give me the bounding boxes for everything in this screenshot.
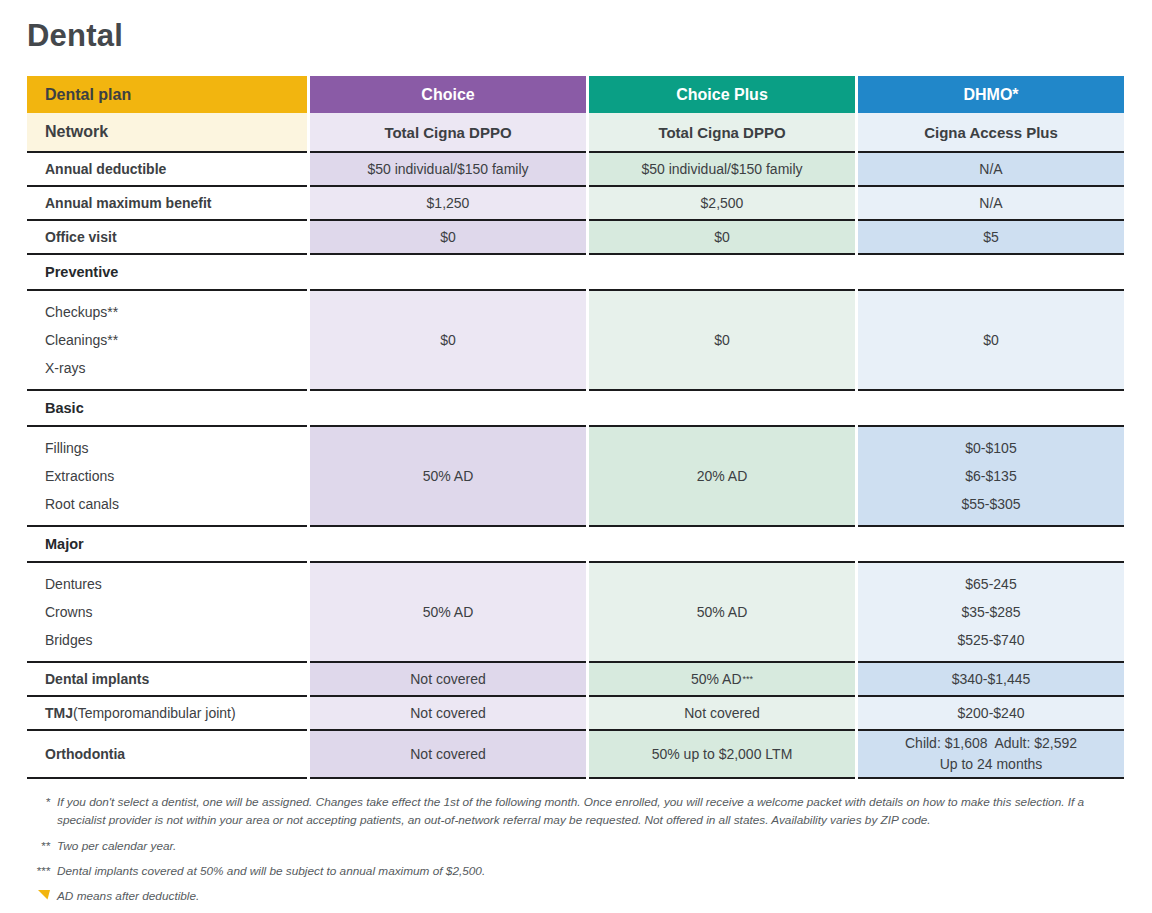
preventive-section-spacer-choice: [310, 253, 586, 289]
major-section-title: Major: [27, 525, 307, 561]
major-dhmo-crowns-range: $35-$285: [961, 604, 1020, 620]
tmj-dhmo-value: $200-$240: [858, 695, 1124, 729]
tmj-choice-plus-value: Not covered: [589, 695, 855, 729]
basic-dhmo-root-canals-range: $55-$305: [961, 496, 1020, 512]
annual-maximum-choice-plus-value: $2,500: [589, 185, 855, 219]
ad-triangle-icon: [27, 887, 57, 905]
annual-maximum-choice-value: $1,250: [310, 185, 586, 219]
dental-implants-choice-value: Not covered: [310, 661, 586, 695]
basic-section-title: Basic: [27, 389, 307, 425]
basic-section-spacer-choice-plus: [589, 389, 855, 425]
basic-items: Fillings Extractions Root canals: [27, 425, 307, 525]
footnote-text: Dental implants covered at 50% and will …: [57, 862, 1092, 880]
basic-dhmo-values: $0-$105 $6-$135 $55-$305: [858, 425, 1124, 525]
footnote-ad-definition: AD means after deductible.: [27, 887, 1107, 905]
major-section-spacer-dhmo: [858, 525, 1124, 561]
footnote-marker-single-asterisk: *: [27, 793, 57, 811]
tmj-label: TMJ (Temporomandibular joint): [27, 695, 307, 729]
dental-implants-label: Dental implants: [27, 661, 307, 695]
footnote-implants-max: *** Dental implants covered at 50% and w…: [27, 862, 1107, 880]
preventive-choice-value: $0: [310, 289, 586, 389]
header-choice: Choice: [310, 76, 586, 113]
footnote-text: Two per calendar year.: [57, 837, 1092, 855]
basic-dhmo-extractions-range: $6-$135: [965, 468, 1016, 484]
major-choice-value: 50% AD: [310, 561, 586, 661]
preventive-item-xrays: X-rays: [45, 360, 85, 376]
major-item-dentures: Dentures: [45, 576, 102, 592]
basic-item-root-canals: Root canals: [45, 496, 119, 512]
preventive-item-cleanings: Cleanings**: [45, 332, 118, 348]
dental-plan-table: Dental plan Choice Choice Plus DHMO* Net…: [27, 76, 1124, 779]
network-choice-plus-value: Total Cigna DPPO: [589, 113, 855, 151]
footnote-two-per-year: ** Two per calendar year.: [27, 837, 1107, 855]
basic-section-spacer-dhmo: [858, 389, 1124, 425]
network-choice-value: Total Cigna DPPO: [310, 113, 586, 151]
annual-maximum-dhmo-value: N/A: [858, 185, 1124, 219]
preventive-section-title: Preventive: [27, 253, 307, 289]
major-section-spacer-choice-plus: [589, 525, 855, 561]
office-visit-label: Office visit: [27, 219, 307, 253]
preventive-dhmo-value: $0: [858, 289, 1124, 389]
orthodontia-choice-value: Not covered: [310, 729, 586, 779]
major-section-spacer-choice: [310, 525, 586, 561]
basic-item-fillings: Fillings: [45, 440, 89, 456]
footnote-text: AD means after deductible.: [57, 887, 1092, 905]
major-item-bridges: Bridges: [45, 632, 92, 648]
office-visit-choice-plus-value: $0: [589, 219, 855, 253]
basic-choice-value: 50% AD: [310, 425, 586, 525]
preventive-section-spacer-choice-plus: [589, 253, 855, 289]
annual-deductible-dhmo-value: N/A: [858, 151, 1124, 185]
header-choice-plus: Choice Plus: [589, 76, 855, 113]
network-label: Network: [27, 113, 307, 151]
major-choice-plus-value: 50% AD: [589, 561, 855, 661]
header-dhmo: DHMO*: [858, 76, 1124, 113]
tmj-label-abbr: TMJ: [45, 705, 73, 721]
preventive-section-spacer-dhmo: [858, 253, 1124, 289]
footnote-marker-triple-asterisk: ***: [27, 862, 57, 880]
basic-choice-plus-value: 20% AD: [589, 425, 855, 525]
major-dhmo-dentures-range: $65-245: [965, 576, 1016, 592]
dental-implants-dhmo-value: $340-$1,445: [858, 661, 1124, 695]
office-visit-dhmo-value: $5: [858, 219, 1124, 253]
preventive-choice-plus-value: $0: [589, 289, 855, 389]
annual-deductible-choice-value: $50 individual/$150 family: [310, 151, 586, 185]
dental-implants-choice-plus-text: 50% AD: [691, 671, 742, 687]
orthodontia-choice-plus-value: 50% up to $2,000 LTM: [589, 729, 855, 779]
annual-deductible-label: Annual deductible: [27, 151, 307, 185]
basic-item-extractions: Extractions: [45, 468, 114, 484]
header-dental-plan: Dental plan: [27, 76, 307, 113]
orthodontia-label: Orthodontia: [27, 729, 307, 779]
footnote-text: If you don't select a dentist, one will …: [57, 793, 1092, 830]
major-dhmo-bridges-range: $525-$740: [958, 632, 1025, 648]
dental-benefits-page: Dental Dental plan Choice Choice Plus DH…: [0, 0, 1152, 905]
tmj-choice-value: Not covered: [310, 695, 586, 729]
annual-deductible-choice-plus-value: $50 individual/$150 family: [589, 151, 855, 185]
basic-section-spacer-choice: [310, 389, 586, 425]
preventive-items: Checkups** Cleanings** X-rays: [27, 289, 307, 389]
dental-implants-choice-plus-value: 50% AD***: [589, 661, 855, 695]
footnote-dhmo: * If you don't select a dentist, one wil…: [27, 793, 1107, 830]
office-visit-choice-value: $0: [310, 219, 586, 253]
major-item-crowns: Crowns: [45, 604, 92, 620]
footnote-marker-double-asterisk: **: [27, 837, 57, 855]
page-title: Dental: [27, 18, 1125, 54]
basic-dhmo-fillings-range: $0-$105: [965, 440, 1016, 456]
tmj-label-expansion: (Temporomandibular joint): [73, 705, 236, 721]
annual-maximum-benefit-label: Annual maximum benefit: [27, 185, 307, 219]
major-dhmo-values: $65-245 $35-$285 $525-$740: [858, 561, 1124, 661]
major-items: Dentures Crowns Bridges: [27, 561, 307, 661]
network-dhmo-value: Cigna Access Plus: [858, 113, 1124, 151]
preventive-item-checkups: Checkups**: [45, 304, 118, 320]
orthodontia-dhmo-value: Child: $1,608 Adult: $2,592 Up to 24 mon…: [858, 729, 1124, 779]
footnotes: * If you don't select a dentist, one wil…: [27, 793, 1107, 905]
